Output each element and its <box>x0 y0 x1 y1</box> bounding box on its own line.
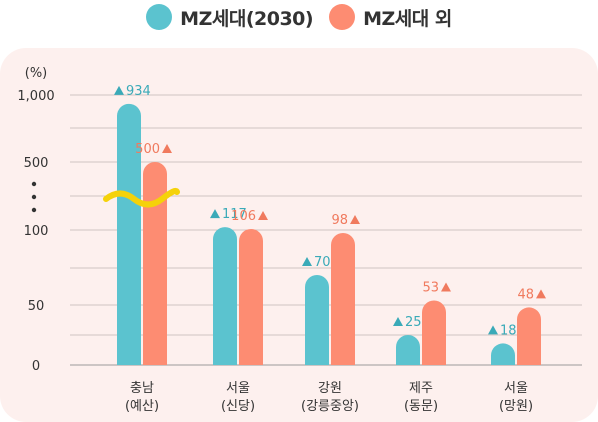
bar <box>239 228 263 365</box>
legend-label-non-mz: MZ세대 외 <box>363 7 452 30</box>
legend-item-non-mz: MZ세대 외 <box>329 4 452 31</box>
y-tick-label: 1,000 <box>17 89 54 104</box>
category-label: 제주 <box>409 381 433 396</box>
category-sublabel: (강릉중앙) <box>301 399 359 414</box>
value-marker <box>393 317 403 326</box>
bar <box>213 227 237 365</box>
legend-label-mz: MZ세대(2030) <box>180 7 314 30</box>
data-label: 106 <box>231 209 256 224</box>
category-label: 충남 <box>130 381 154 396</box>
data-label: 500 <box>135 142 160 157</box>
category-sublabel: (신당) <box>221 399 255 414</box>
category-sublabel: (예산) <box>125 399 159 414</box>
category-label: 서울 <box>226 381 250 396</box>
value-marker <box>114 85 124 95</box>
value-marker <box>162 144 172 153</box>
value-marker <box>536 289 546 299</box>
legend-item-mz: MZ세대(2030) <box>146 4 314 31</box>
value-marker <box>488 325 498 335</box>
value-marker <box>441 282 451 292</box>
data-label: 98 <box>331 213 348 228</box>
value-marker <box>302 257 312 266</box>
value-marker <box>210 209 220 219</box>
category-sublabel: (동문) <box>404 399 438 414</box>
axis-break-wave <box>103 187 180 208</box>
data-label: 934 <box>126 84 151 99</box>
data-label: 25 <box>405 315 422 330</box>
bar <box>517 307 541 365</box>
bar <box>491 343 515 365</box>
axis-break-dot <box>31 207 37 213</box>
bar <box>331 233 355 365</box>
data-label: 53 <box>422 281 439 296</box>
legend: MZ세대(2030) MZ세대 외 <box>0 0 598 34</box>
y-axis-unit: (%) <box>25 66 48 81</box>
bar <box>396 335 420 365</box>
data-label: 18 <box>500 323 517 338</box>
bar <box>305 275 329 365</box>
value-marker <box>258 210 268 220</box>
bar <box>422 300 446 365</box>
bar <box>143 162 167 365</box>
legend-swatch-non-mz <box>329 4 356 30</box>
y-tick-label: 100 <box>24 224 49 239</box>
axis-break-dot <box>31 194 37 200</box>
axis-break-dot <box>31 181 37 187</box>
y-tick-label: 50 <box>28 299 45 314</box>
data-label: 70 <box>314 255 331 270</box>
legend-swatch-mz <box>146 4 173 30</box>
bar <box>117 103 141 366</box>
y-tick-label: 0 <box>32 359 40 374</box>
category-label: 강원 <box>318 381 342 396</box>
data-label: 48 <box>517 287 534 302</box>
data-label: 117 <box>222 207 247 222</box>
category-sublabel: (망원) <box>499 399 533 414</box>
category-label: 서울 <box>504 381 528 396</box>
y-tick-label: 500 <box>24 156 49 171</box>
value-marker <box>350 215 360 224</box>
